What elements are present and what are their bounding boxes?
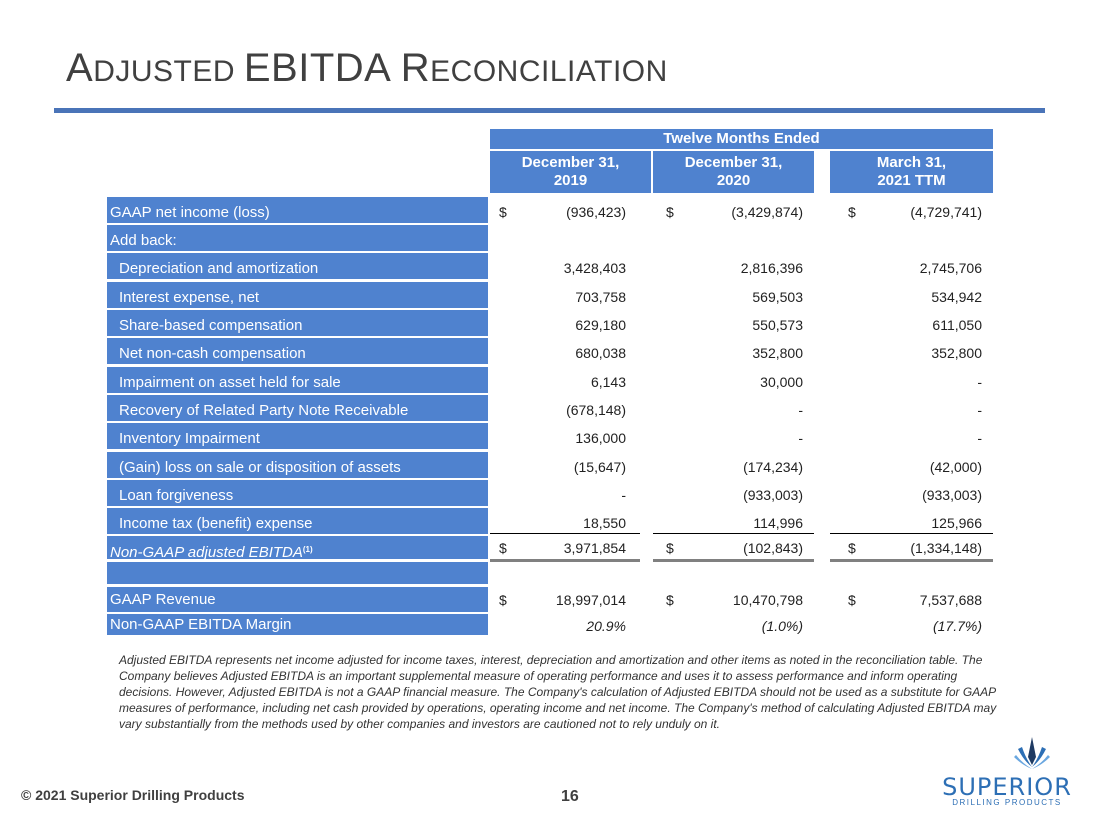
table-cell: (936,423) (566, 204, 626, 220)
subtotal-rule (490, 533, 640, 534)
currency-symbol: $ (848, 540, 856, 556)
table-cell: (42,000) (929, 459, 982, 475)
table-cell: (1,334,148) (910, 540, 982, 556)
column-header: December 31, 2019 (490, 151, 651, 193)
currency-symbol: $ (666, 540, 674, 556)
table-cell: - (977, 374, 982, 390)
table-cell: 680,038 (575, 345, 626, 361)
title-underline (54, 108, 1045, 113)
row-label: Recovery of Related Party Note Receivabl… (107, 395, 488, 421)
table-cell: 18,550 (583, 515, 626, 531)
table-cell: (933,003) (922, 487, 982, 503)
row-label: Impairment on asset held for sale (107, 367, 488, 393)
row-label: Net non-cash compensation (107, 338, 488, 364)
table-cell: 6,143 (590, 374, 626, 390)
column-header-line1: December 31, (521, 154, 620, 171)
drill-bit-icon (1014, 737, 1050, 769)
currency-symbol: $ (499, 592, 507, 608)
copyright: © 2021 Superior Drilling Products (21, 787, 245, 803)
table-cell: 114,996 (753, 515, 803, 531)
table-cell: - (621, 487, 626, 503)
table-cell: 7,537,688 (919, 592, 982, 608)
adjusted-ebitda-text: Non-GAAP adjusted EBITDA (110, 544, 303, 561)
company-logo: SUPERIOR DRILLING PRODUCTS (932, 735, 1082, 807)
column-header: December 31, 2020 (653, 151, 814, 193)
table-cell: 2,745,706 (919, 260, 982, 276)
footnote: Adjusted EBITDA represents net income ad… (119, 653, 997, 731)
table-cell: (933,003) (743, 487, 803, 503)
total-rule (653, 559, 814, 562)
table-cell: 3,428,403 (563, 260, 626, 276)
table-cell: (1.0%) (761, 618, 803, 634)
table-cell: 30,000 (760, 374, 803, 390)
table-cell: 629,180 (575, 317, 626, 333)
revenue-label: GAAP Revenue (107, 587, 488, 612)
column-header-line2: 2020 (716, 172, 751, 189)
table-cell: 569,503 (752, 289, 803, 305)
row-label: (Gain) loss on sale or disposition of as… (107, 452, 488, 478)
column-header-line1: March 31, (876, 154, 947, 171)
logo-wordmark: SUPERIOR (942, 773, 1072, 801)
adjusted-ebitda-label: Non-GAAP adjusted EBITDA(1) (107, 536, 488, 561)
row-label: Income tax (benefit) expense (107, 508, 488, 534)
table-cell: 352,800 (931, 345, 982, 361)
column-header-line2: 2019 (553, 172, 588, 189)
table-cell: - (798, 430, 803, 446)
spacer-row (107, 562, 488, 584)
table-cell: 18,997,014 (555, 592, 626, 608)
table-cell: 2,816,396 (740, 260, 803, 276)
subtotal-rule (830, 533, 993, 534)
row-label: Add back: (107, 225, 488, 251)
footnote-marker: (1) (302, 545, 313, 554)
table-cell: (4,729,741) (910, 204, 982, 220)
table-cell: 20.9% (586, 618, 626, 634)
table-cell: 611,050 (932, 317, 982, 333)
column-header-line2: 2021 TTM (877, 172, 946, 189)
currency-symbol: $ (848, 592, 856, 608)
row-label: Share-based compensation (107, 310, 488, 336)
currency-symbol: $ (666, 592, 674, 608)
page-number: 16 (561, 788, 579, 805)
table-cell: 3,971,854 (563, 540, 626, 556)
table-cell: (15,647) (573, 459, 626, 475)
slide-title: ADJUSTED EBITDA RECONCILIATION (66, 46, 668, 91)
title-part: R (400, 46, 431, 90)
logo-tagline: DRILLING PRODUCTS (952, 798, 1062, 807)
row-label: Interest expense, net (107, 282, 488, 308)
row-label: Depreciation and amortization (107, 253, 488, 279)
table-cell: (17.7%) (932, 618, 982, 634)
column-header-line1: December 31, (684, 154, 783, 171)
table-cell: 10,470,798 (732, 592, 803, 608)
table-cell: 125,966 (931, 515, 982, 531)
table-cell: 534,942 (931, 289, 982, 305)
title-part: EBITDA (243, 46, 401, 90)
total-rule (490, 559, 640, 562)
table-cell: - (977, 402, 982, 418)
table-cell: 703,758 (575, 289, 626, 305)
table-cell: 136,000 (575, 430, 626, 446)
title-part: A (66, 46, 94, 90)
currency-symbol: $ (848, 204, 856, 220)
table-cell: (3,429,874) (731, 204, 803, 220)
title-part: DJUSTED (93, 55, 244, 88)
total-rule (830, 559, 993, 562)
currency-symbol: $ (499, 540, 507, 556)
currency-symbol: $ (499, 204, 507, 220)
margin-label: Non-GAAP EBITDA Margin (107, 614, 488, 635)
table-cell: - (977, 430, 982, 446)
table-cell: - (798, 402, 803, 418)
title-part: ECONCILIATION (430, 55, 668, 88)
row-label: Loan forgiveness (107, 480, 488, 506)
table-cell: (174,234) (743, 459, 803, 475)
table-cell: (678,148) (566, 402, 626, 418)
currency-symbol: $ (666, 204, 674, 220)
row-label: GAAP net income (loss) (107, 197, 488, 223)
column-header: March 31, 2021 TTM (830, 151, 993, 193)
row-label: Inventory Impairment (107, 423, 488, 449)
table-cell: (102,843) (743, 540, 803, 556)
header-group-label: Twelve Months Ended (490, 129, 993, 149)
subtotal-rule (653, 533, 814, 534)
table-cell: 550,573 (752, 317, 803, 333)
table-cell: 352,800 (752, 345, 803, 361)
